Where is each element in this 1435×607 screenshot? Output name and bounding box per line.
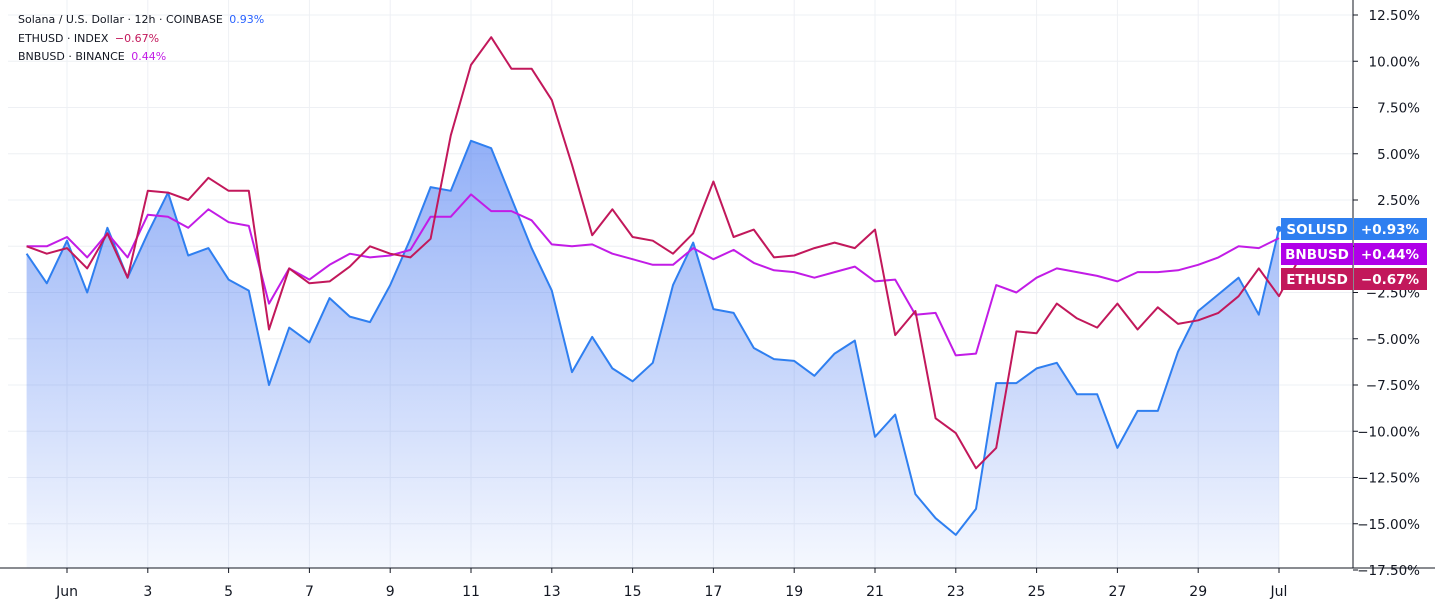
badge-symbol-bg [1281,268,1353,290]
legend-label: Solana / U.S. Dollar · 12h · COINBASE [18,13,223,26]
badge-value-bg [1354,268,1427,290]
badge-symbol: BNBUSD [1285,247,1349,263]
badge-value-bg [1354,243,1427,265]
y-tick-label: −5.00% [1366,332,1420,348]
badge-value: +0.93% [1361,222,1420,238]
x-tick-label: 17 [704,584,722,600]
x-tick-label: 5 [224,584,233,600]
badge-symbol-bg [1281,218,1353,240]
badge-bnbusd[interactable]: BNBUSD +0.44% [1281,243,1427,265]
price-axis[interactable]: 12.50%10.00%7.50%5.00%2.50%−2.50%−5.00%−… [1353,8,1420,579]
badge-solusd[interactable]: SOLUSD +0.93% [1281,218,1427,240]
legend: Solana / U.S. Dollar · 12h · COINBASE 0.… [18,11,264,67]
y-tick-label: −15.00% [1357,517,1420,533]
badge-value-bg [1354,218,1427,240]
legend-item-bnbusd[interactable]: BNBUSD · BINANCE 0.44% [18,48,264,67]
x-tick-label: 23 [947,584,965,600]
x-tick-label: 11 [462,584,480,600]
y-tick-label: 12.50% [1369,8,1421,24]
x-tick-label: 9 [386,584,395,600]
legend-item-ethusd[interactable]: ETHUSD · INDEX −0.67% [18,30,264,49]
x-tick-label: 25 [1028,584,1046,600]
y-tick-label: 10.00% [1369,54,1421,70]
x-tick-label: 21 [866,584,884,600]
y-tick-label: −7.50% [1366,378,1420,394]
y-tick-label: 5.00% [1377,147,1420,163]
legend-change: 0.93% [229,13,265,26]
badge-symbol: SOLUSD [1286,222,1347,238]
x-tick-label: 3 [143,584,152,600]
x-tick-label: 27 [1108,584,1126,600]
x-tick-label: 15 [624,584,642,600]
badge-value: −0.67% [1361,272,1420,288]
x-tick-label: 29 [1189,584,1207,600]
data-point-solusd [1276,226,1282,232]
x-tick-label: Jun [55,584,78,600]
series-area-solusd [26,140,1280,569]
y-tick-label: −17.50% [1357,563,1420,579]
series-area-layer [26,140,1280,569]
badge-symbol-bg [1281,243,1353,265]
y-tick-label: −12.50% [1357,471,1420,487]
series-line-ethusd[interactable] [26,36,1301,470]
legend-change: 0.44% [131,50,167,63]
y-tick-label: −10.00% [1357,424,1420,440]
badge-value: +0.44% [1361,247,1420,263]
x-tick-label: 19 [785,584,803,600]
last-value-badges: SOLUSD +0.93% BNBUSD +0.44% ETHUSD −0.67% [1281,218,1427,290]
series-markers-layer [26,37,1300,535]
badge-symbol: ETHUSD [1286,272,1348,288]
x-tick-label: Jul [1270,584,1288,600]
badge-ethusd[interactable]: ETHUSD −0.67% [1281,268,1427,290]
x-tick-label: 13 [543,584,561,600]
legend-label: BNBUSD · BINANCE [18,50,125,63]
legend-item-solusd[interactable]: Solana / U.S. Dollar · 12h · COINBASE 0.… [18,11,264,30]
x-tick-label: 7 [305,584,314,600]
y-tick-label: 7.50% [1377,101,1420,117]
legend-change: −0.67% [114,31,160,45]
time-axis[interactable]: Jun 3 5 7 9 11 13 15 17 19 21 23 25 27 29 Jul [55,568,1287,600]
y-tick-label: 2.50% [1377,193,1420,209]
legend-label: ETHUSD · INDEX [18,31,109,45]
